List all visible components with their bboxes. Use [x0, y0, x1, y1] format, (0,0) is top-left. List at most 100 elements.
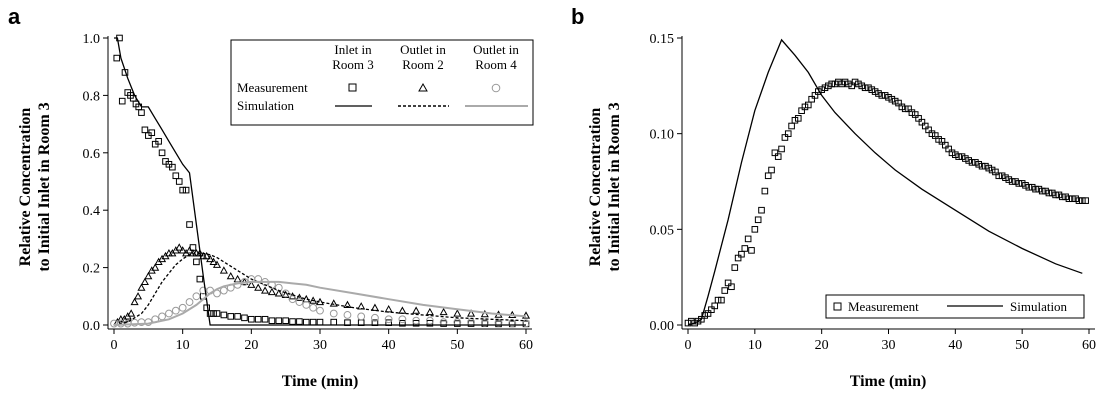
data-point-triangle [127, 309, 136, 317]
data-point-circle [302, 301, 311, 309]
data-point-square [985, 164, 993, 172]
x-tick-label: 30 [313, 338, 327, 353]
data-point-square [241, 314, 248, 322]
data-point-triangle [178, 246, 187, 254]
data-point-square [774, 153, 782, 160]
data-point-square [965, 157, 973, 164]
data-point-square [248, 315, 255, 323]
data-point-square [828, 80, 835, 88]
data-point-square [309, 318, 317, 326]
panel-b-legend: Measurement Simulation [825, 294, 1085, 319]
panel-b-ylabel-line1: Relative Concentration [587, 108, 604, 267]
data-point-square [1048, 189, 1056, 197]
data-point-triangle [144, 271, 153, 280]
data-point-triangle [343, 300, 352, 309]
data-point-circle [165, 309, 173, 318]
panel-a-ylabel-line1: Relative Concentration [17, 108, 34, 267]
data-point-circle [309, 303, 318, 312]
data-point-triangle [329, 299, 338, 307]
data-point-square [808, 95, 815, 103]
panel-a-letter: a [8, 4, 21, 29]
panel-a-xlabel: Time (min) [282, 373, 359, 390]
legend-triangle-marker [418, 82, 428, 92]
x-tick-label: 10 [748, 338, 762, 353]
data-point-square [141, 126, 149, 134]
data-point-square [995, 172, 1003, 180]
data-point-square [330, 318, 338, 326]
data-point-square [316, 318, 324, 326]
data-point-square [764, 172, 772, 180]
data-point-square [754, 216, 762, 224]
data-point-square [918, 118, 926, 126]
data-point-square [731, 264, 739, 271]
data-point-square [748, 247, 755, 254]
data-point-square [1025, 183, 1033, 191]
data-point-square [825, 82, 832, 90]
data-point-square [1038, 187, 1046, 195]
data-point-square [254, 315, 262, 323]
data-point-square [741, 245, 749, 252]
data-point-square [925, 126, 932, 134]
data-point-square [998, 172, 1006, 180]
data-point-square [935, 136, 942, 143]
data-point-circle [480, 318, 489, 327]
data-point-triangle [247, 280, 256, 288]
data-point-circle [329, 309, 338, 318]
data-point-square [868, 86, 876, 93]
panel-b-legend-square-marker [833, 302, 842, 311]
data-point-square [895, 99, 902, 107]
data-point-square [302, 318, 310, 326]
data-point-square [148, 129, 156, 137]
data-point-square [275, 317, 283, 324]
series-line-4 [113, 252, 527, 326]
data-point-square [734, 254, 742, 262]
data-point-square [992, 168, 999, 176]
data-point-square [714, 296, 722, 304]
data-point-square [948, 149, 956, 157]
data-point-square [751, 226, 759, 233]
data-point-circle [295, 298, 304, 306]
legend-col1-line2: Room 3 [332, 57, 374, 72]
data-point-square [1068, 195, 1076, 203]
data-point-square [1062, 193, 1069, 201]
data-point-square [921, 122, 929, 130]
data-point-triangle [137, 283, 146, 291]
y-tick-label: 1.0 [83, 32, 101, 47]
data-point-square [186, 221, 193, 228]
data-point-triangle [370, 303, 379, 311]
data-point-square [738, 250, 745, 258]
series-line-5 [113, 280, 527, 326]
data-point-square [296, 318, 303, 325]
data-point-square [791, 116, 799, 124]
x-tick-label: 10 [176, 338, 190, 353]
x-tick-label: 60 [519, 338, 533, 353]
data-point-circle [110, 319, 118, 328]
data-point-square [1015, 180, 1023, 187]
data-point-square [972, 159, 979, 166]
data-point-square [901, 105, 909, 113]
data-point-square [761, 187, 769, 195]
data-point-square [1045, 189, 1053, 197]
data-point-circle [384, 315, 393, 324]
series-line-1 [687, 38, 1083, 326]
data-point-square [158, 149, 166, 157]
data-point-circle [412, 316, 421, 325]
data-point-triangle [151, 263, 160, 271]
data-point-square [1035, 185, 1043, 193]
data-point-square [858, 82, 866, 90]
panel-a-legend: Inlet in Room 3 Outlet in Room 2 Outlet … [230, 39, 534, 126]
data-point-triangle [398, 306, 407, 314]
x-tick-label: 40 [382, 338, 396, 353]
data-point-triangle [281, 290, 290, 298]
data-point-square [203, 304, 210, 312]
legend-square-marker [348, 83, 357, 92]
data-point-square [698, 315, 705, 323]
data-point-triangle [467, 309, 476, 317]
data-point-square [788, 122, 795, 130]
x-tick-label: 20 [815, 338, 829, 353]
data-point-square [871, 88, 879, 95]
data-point-square [721, 287, 729, 294]
data-point-square [768, 166, 775, 174]
data-point-square [1055, 191, 1063, 199]
data-point-triangle [175, 243, 184, 251]
